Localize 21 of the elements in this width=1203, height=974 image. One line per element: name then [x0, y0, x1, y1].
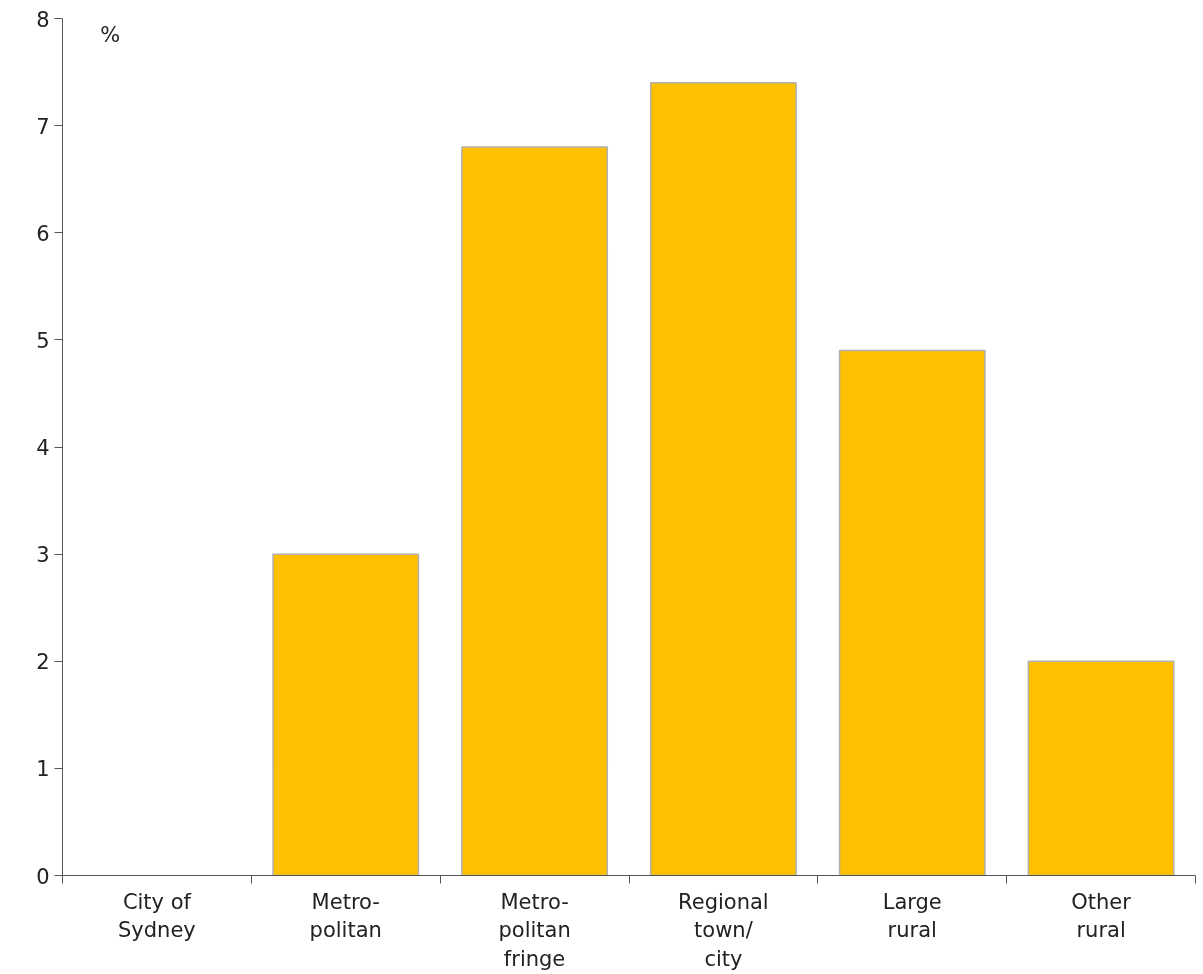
- bar: [838, 349, 986, 876]
- x-tick-label: Other rural: [1071, 889, 1132, 943]
- bar: [1027, 660, 1175, 876]
- y-tick-label: 2: [36, 650, 50, 675]
- x-tick-label: Metro- politan fringe: [498, 889, 571, 972]
- x-tick-label: Large rural: [882, 889, 942, 943]
- y-tick-label: 1: [36, 757, 50, 782]
- y-axis-title: %: [100, 22, 121, 47]
- y-tick-label: 7: [36, 114, 50, 139]
- bar: [272, 553, 420, 876]
- x-tick-label: Regional town/ city: [678, 889, 769, 972]
- y-tick-label: 3: [36, 543, 50, 568]
- y-tick-label: 4: [36, 436, 50, 460]
- bar: [461, 146, 609, 876]
- bar: [649, 82, 797, 876]
- y-tick-label: 5: [36, 328, 50, 353]
- y-tick-label: 6: [36, 221, 50, 246]
- x-tick-label: Metro- politan: [309, 889, 382, 943]
- y-tick-label: 8: [36, 7, 50, 32]
- x-tick-label: City of Sydney: [118, 889, 196, 943]
- y-tick-label: 0: [36, 864, 50, 889]
